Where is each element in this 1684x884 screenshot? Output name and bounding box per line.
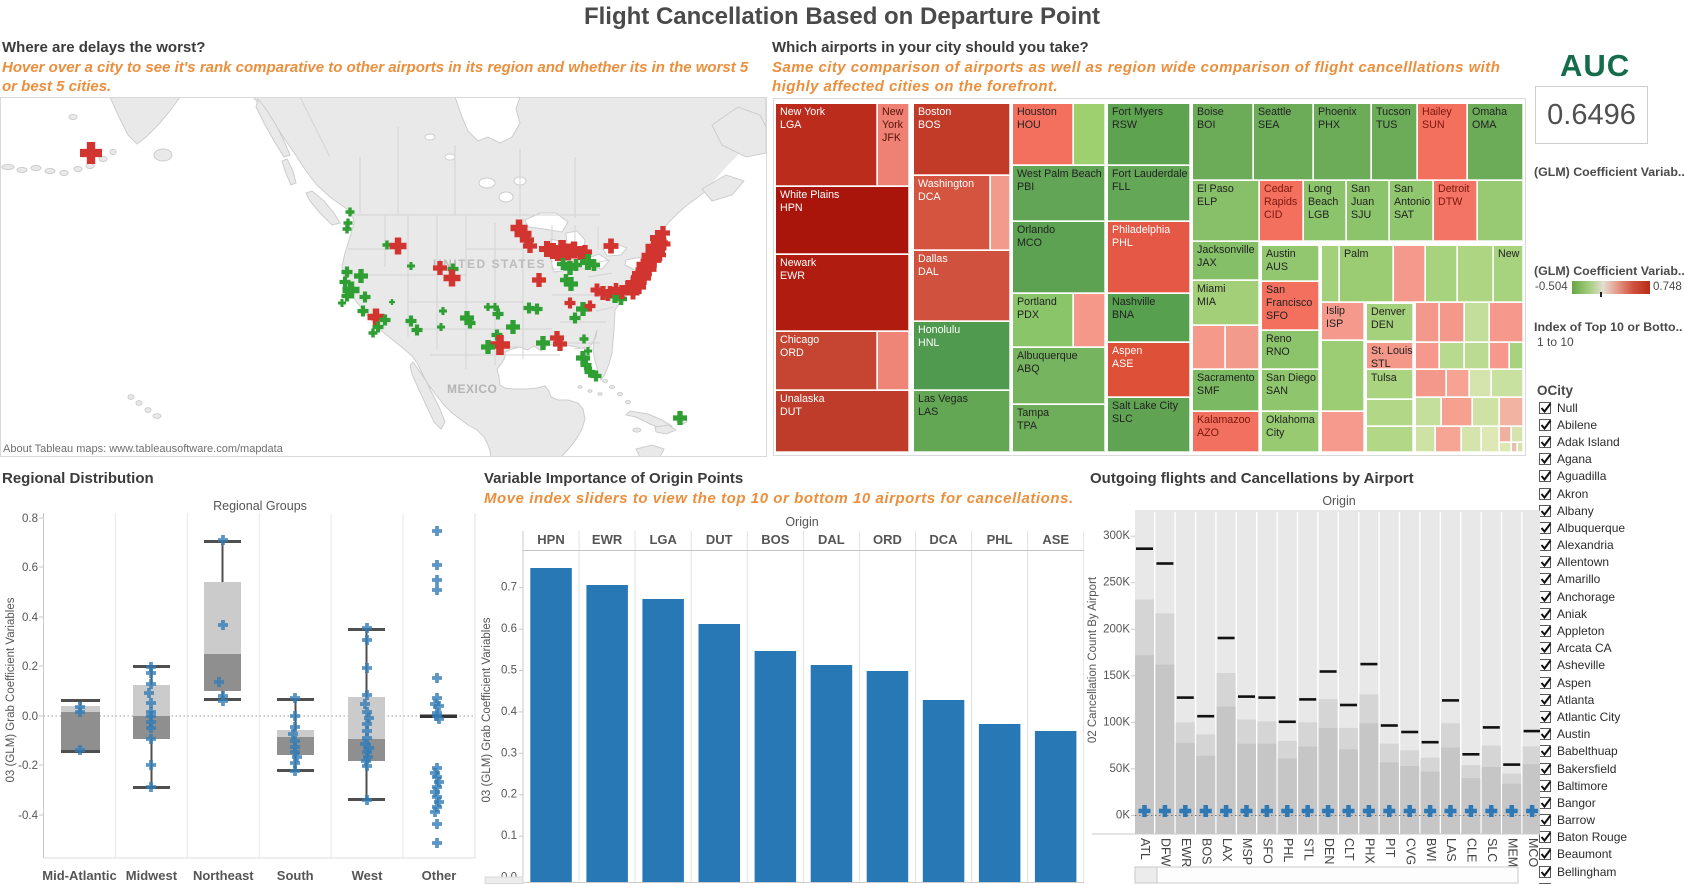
svg-text:200K: 200K — [1103, 623, 1130, 635]
svg-text:0.6: 0.6 — [501, 623, 517, 635]
svg-text:MEM: MEM — [1505, 838, 1519, 867]
svg-text:LAX: LAX — [1220, 838, 1234, 862]
svg-text:LAS: LAS — [1444, 838, 1458, 862]
svg-text:Northeast: Northeast — [193, 868, 254, 883]
svg-text:West: West — [352, 868, 383, 883]
svg-text:SFO: SFO — [1261, 838, 1275, 864]
svg-text:DFW: DFW — [1159, 838, 1173, 867]
svg-text:UNITED STATES: UNITED STATES — [433, 257, 546, 271]
svg-text:Other: Other — [422, 868, 457, 883]
svg-text:PHL: PHL — [987, 532, 1013, 547]
svg-text:150K: 150K — [1103, 670, 1130, 682]
svg-text:SLC: SLC — [1485, 838, 1499, 862]
svg-text:DCA: DCA — [929, 532, 958, 547]
svg-text:DUT: DUT — [706, 532, 733, 547]
svg-text:-0.4: -0.4 — [18, 810, 38, 822]
svg-text:CLT: CLT — [1342, 838, 1356, 861]
svg-text:0.8: 0.8 — [22, 513, 38, 525]
svg-text:EWR: EWR — [592, 532, 623, 547]
svg-text:02 Cancellation Count By Airpo: 02 Cancellation Count By Airport — [1087, 576, 1099, 743]
svg-text:50K: 50K — [1110, 763, 1131, 775]
svg-text:BOS: BOS — [761, 532, 790, 547]
svg-text:HPN: HPN — [537, 532, 564, 547]
svg-text:Origin: Origin — [785, 515, 818, 529]
svg-text:EWR: EWR — [1179, 838, 1193, 867]
svg-text:Regional Groups: Regional Groups — [213, 499, 307, 513]
svg-text:BWI: BWI — [1424, 838, 1438, 862]
svg-text:MEXICO: MEXICO — [447, 382, 497, 396]
svg-text:MCO: MCO — [1526, 838, 1540, 867]
svg-text:100K: 100K — [1103, 716, 1130, 728]
svg-text:BOS: BOS — [1199, 838, 1213, 864]
svg-text:Mid-Atlantic: Mid-Atlantic — [42, 868, 116, 883]
svg-text:PHL: PHL — [1281, 838, 1295, 862]
svg-text:PIT: PIT — [1383, 838, 1397, 858]
svg-text:0.5: 0.5 — [501, 665, 517, 677]
svg-text:0.6: 0.6 — [22, 562, 38, 574]
svg-text:CVG: CVG — [1403, 838, 1417, 865]
svg-text:0K: 0K — [1116, 809, 1130, 821]
svg-text:03 (GLM) Grab Coefficient Vari: 03 (GLM) Grab Coefficient Variables — [5, 597, 17, 782]
svg-text:0.4: 0.4 — [22, 612, 39, 624]
svg-text:-0.2: -0.2 — [18, 760, 38, 772]
svg-text:CLE: CLE — [1465, 838, 1479, 862]
svg-text:250K: 250K — [1103, 577, 1130, 589]
svg-text:03 (GLM) Grab Coefficient Vari: 03 (GLM) Grab Coefficient Variables — [481, 617, 493, 802]
svg-text:0.0: 0.0 — [22, 711, 38, 723]
svg-text:DAL: DAL — [818, 532, 845, 547]
svg-text:0.4: 0.4 — [501, 706, 518, 718]
svg-text:ASE: ASE — [1042, 532, 1069, 547]
svg-text:South: South — [277, 868, 314, 883]
svg-text:0.1: 0.1 — [501, 830, 517, 842]
svg-text:LGA: LGA — [649, 532, 677, 547]
svg-text:ORD: ORD — [873, 532, 902, 547]
svg-text:0.2: 0.2 — [22, 661, 38, 673]
svg-text:0.2: 0.2 — [501, 789, 517, 801]
svg-text:MSP: MSP — [1240, 838, 1254, 865]
svg-text:300K: 300K — [1103, 530, 1130, 542]
svg-text:About Tableau maps: www.tablea: About Tableau maps: www.tableausoftware.… — [3, 443, 284, 455]
svg-text:STL: STL — [1301, 838, 1315, 861]
svg-text:ATL: ATL — [1138, 838, 1152, 860]
svg-text:DEN: DEN — [1322, 838, 1336, 864]
svg-text:Midwest: Midwest — [126, 868, 178, 883]
svg-text:PHX: PHX — [1363, 838, 1377, 864]
svg-text:0.7: 0.7 — [501, 582, 517, 594]
svg-text:Origin: Origin — [1322, 494, 1355, 508]
svg-text:0.3: 0.3 — [501, 747, 517, 759]
